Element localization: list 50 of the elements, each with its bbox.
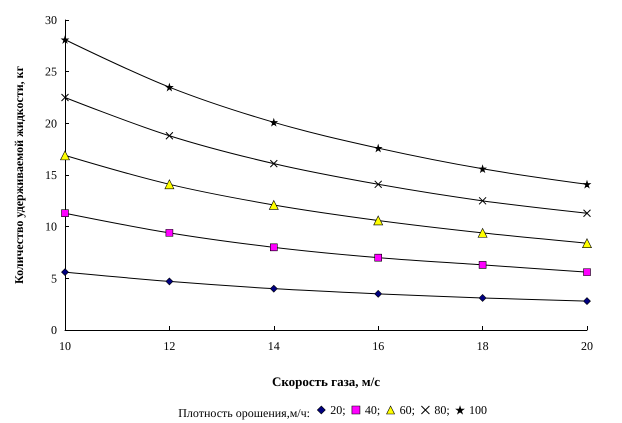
point <box>478 228 488 238</box>
point <box>374 290 382 298</box>
point <box>374 254 382 262</box>
y-tick-label: 15 <box>45 168 57 182</box>
point <box>374 180 382 188</box>
y-tick-label: 20 <box>45 116 57 130</box>
point <box>61 94 69 102</box>
y-tick-label: 25 <box>45 64 57 79</box>
point <box>478 261 486 269</box>
legend-label: 40; <box>364 403 380 417</box>
point <box>166 278 174 286</box>
legend-title: Плотность орошения,м/ч: <box>178 406 310 420</box>
point <box>270 244 278 252</box>
legend-label: 60; <box>400 403 415 417</box>
point <box>478 294 486 302</box>
y-tick-label: 0 <box>51 323 57 337</box>
y-tick-label: 10 <box>45 220 57 234</box>
point <box>269 200 279 210</box>
legend-label: 80; <box>434 403 450 417</box>
point <box>60 150 70 160</box>
x-tick-label: 14 <box>268 339 280 353</box>
x-tick-label: 12 <box>163 339 176 353</box>
x-tick-label: 16 <box>372 339 384 353</box>
y-tick-label: 30 <box>45 13 57 27</box>
point <box>583 297 591 305</box>
legend-label: 100 <box>469 403 488 417</box>
point <box>166 229 174 237</box>
point <box>582 238 592 248</box>
point <box>478 196 487 205</box>
point <box>373 216 383 226</box>
point <box>270 118 278 126</box>
x-tick-label: 20 <box>581 339 593 353</box>
point <box>583 180 591 188</box>
legend-label: 20; <box>330 403 346 417</box>
point <box>583 268 591 276</box>
point <box>61 36 69 44</box>
y-tick-label: 5 <box>51 271 57 286</box>
point <box>478 165 486 173</box>
point <box>583 209 591 218</box>
point <box>164 180 174 190</box>
x-tick-label: 18 <box>476 339 489 353</box>
point <box>61 209 69 218</box>
point <box>374 144 382 152</box>
point <box>165 132 174 140</box>
point <box>166 83 174 91</box>
point <box>270 160 278 168</box>
y-axis-title: Количество удерживаемой жидкости, кг <box>12 65 26 284</box>
point <box>61 268 69 276</box>
point <box>270 284 278 292</box>
x-axis-title: Скорость газа, м/с <box>272 374 380 389</box>
